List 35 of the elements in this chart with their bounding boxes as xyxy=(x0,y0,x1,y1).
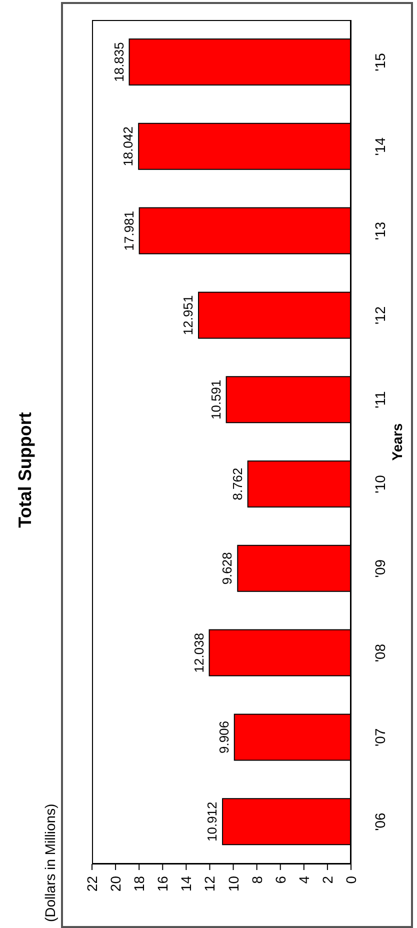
y-axis-title: Years xyxy=(389,423,405,461)
y-tick-label: '10 xyxy=(372,474,388,494)
x-tick-label: 2 xyxy=(319,876,336,884)
data-label: 17.981 xyxy=(121,210,136,251)
y-tick-label: '13 xyxy=(372,222,388,240)
x-tick-label: 16 xyxy=(154,876,171,892)
y-tick-label: '09 xyxy=(372,559,388,578)
x-tick-label: 0 xyxy=(343,876,359,884)
y-tick-label: '12 xyxy=(372,306,388,325)
y-tick-label: '14 xyxy=(372,137,388,156)
y-tick-label: '11 xyxy=(372,390,388,408)
y-tick-label: '15 xyxy=(372,52,388,72)
x-tick-label: 12 xyxy=(202,876,218,892)
data-label: 18.835 xyxy=(111,42,126,82)
text: (Dollars in Millions) xyxy=(42,804,58,922)
data-label: 10.591 xyxy=(208,380,224,420)
text: Total Support xyxy=(15,412,35,528)
x-tick-label: 10 xyxy=(225,876,242,892)
x-tick-label: 4 xyxy=(296,876,312,884)
data-label: 10.912 xyxy=(204,802,220,842)
data-label: 12.951 xyxy=(180,295,196,336)
data-label: 12.038 xyxy=(191,632,206,673)
data-label: 9.906 xyxy=(216,720,232,754)
y-tick-label: '06 xyxy=(372,812,388,831)
x-tick-label: 20 xyxy=(108,876,124,892)
x-tick-label: 6 xyxy=(272,876,288,884)
x-tick-label: 14 xyxy=(178,876,194,892)
data-label: 18.042 xyxy=(120,126,136,166)
x-tick-label: 8 xyxy=(248,876,265,884)
x-tick-label: 18 xyxy=(131,876,148,892)
y-tick-label: '07 xyxy=(372,728,388,747)
data-label: 8.762 xyxy=(230,468,245,500)
data-label: 9.628 xyxy=(220,552,235,585)
y-tick-label: '08 xyxy=(372,644,388,662)
x-tick-label: 22 xyxy=(84,876,100,892)
